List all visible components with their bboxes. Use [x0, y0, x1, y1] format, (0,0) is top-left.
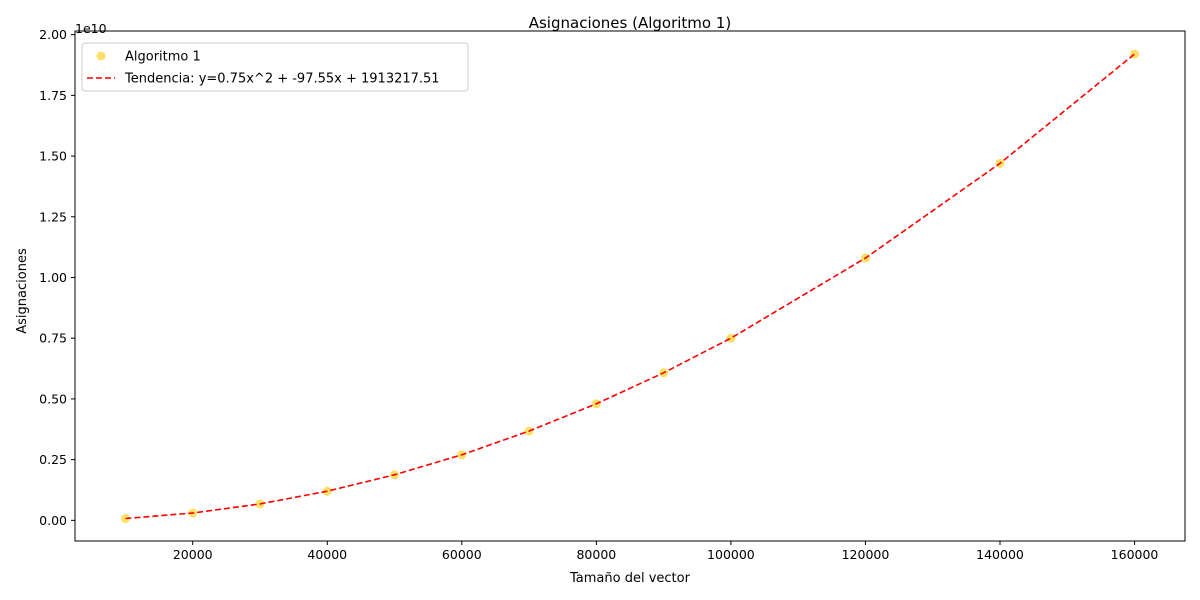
chart-title: Asignaciones (Algoritmo 1)	[529, 14, 732, 32]
y-tick-label: 0.25	[39, 452, 67, 467]
y-tick-label: 0.00	[39, 513, 67, 528]
x-tick-label: 60000	[442, 547, 482, 562]
legend: Algoritmo 1 Tendencia: y=0.75x^2 + -97.55…	[81, 42, 469, 92]
x-tick-label: 100000	[707, 547, 755, 562]
y-tick-label: 2.00	[39, 27, 67, 42]
y-tick-label: 1.50	[39, 149, 67, 164]
plot-area: 20000 40000 60000 80000 100000 120000 140000 16…	[39, 27, 1186, 562]
x-tick-label: 40000	[307, 547, 347, 562]
axes-frame	[74, 30, 1186, 542]
y-tick-label: 0.50	[39, 391, 67, 406]
scatter-point	[726, 333, 736, 343]
x-tick-label: 20000	[173, 547, 213, 562]
y-tick-label: 1.00	[39, 270, 67, 285]
y-tick-label: 0.75	[39, 331, 67, 346]
legend-box	[81, 42, 469, 92]
y-tick-label: 1.25	[39, 209, 67, 224]
trend-line	[125, 53, 1136, 520]
y-axis-label: Asignaciones	[15, 248, 30, 334]
x-axis-label: Tamaño del vector	[569, 571, 691, 586]
legend-marker-scatter	[96, 51, 106, 61]
x-tick-label: 80000	[576, 547, 616, 562]
x-tick-label: 120000	[842, 547, 890, 562]
y-tick-label: 1.75	[39, 88, 67, 103]
x-tick-label: 140000	[976, 547, 1024, 562]
x-tick-label: 160000	[1111, 547, 1159, 562]
legend-label: Algoritmo 1	[125, 50, 201, 65]
legend-label: Tendencia: y=0.75x^2 + -97.55x + 1913217…	[124, 72, 440, 87]
y-offset-text: 1e10	[75, 21, 107, 36]
